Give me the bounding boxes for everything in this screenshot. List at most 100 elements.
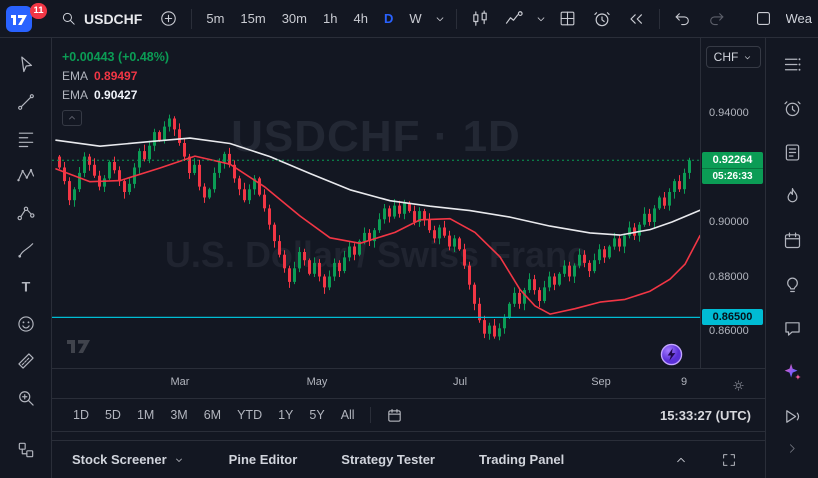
gear-icon [732, 379, 744, 391]
tab-label: Pine Editor [228, 452, 298, 467]
tab-pine-editor[interactable]: Pine Editor [229, 452, 298, 467]
last-price-value: 0.92264 [712, 154, 753, 166]
fib-lines-icon [18, 132, 33, 147]
layout-grid-button[interactable] [552, 4, 584, 34]
open-panel-chevron-button[interactable] [665, 445, 697, 475]
symbol-search-button[interactable]: USDCHF [52, 6, 150, 31]
price-tick-label: 0.88000 [709, 271, 749, 283]
ema-indicator-row[interactable]: EMA 0.90427 [62, 88, 169, 102]
lightning-boost-icon [660, 343, 683, 366]
ai-assistant-button[interactable] [772, 352, 812, 392]
currency-selector[interactable]: CHF [706, 46, 761, 68]
timeframe-4h[interactable]: 4h [346, 7, 374, 30]
indicator-templates-chevron[interactable] [532, 4, 550, 34]
indicators-button[interactable] [498, 4, 530, 34]
bar-replay-button[interactable] [620, 4, 652, 34]
tab-trading-panel[interactable]: Trading Panel [479, 452, 564, 467]
timeframe-5m[interactable]: 5m [199, 7, 231, 30]
measure-tool-button[interactable] [7, 342, 45, 379]
layout-name[interactable]: Wea [785, 11, 813, 26]
tab-stock-screener[interactable]: Stock Screener [72, 452, 185, 467]
ema-label: EMA [62, 88, 89, 102]
maximize-corners-icon [723, 453, 735, 466]
timeframe-30m[interactable]: 30m [275, 7, 314, 30]
tab-strategy-tester[interactable]: Strategy Tester [341, 452, 435, 467]
text-tool-button[interactable]: T [7, 268, 45, 305]
timeframe-1D[interactable]: D [377, 7, 400, 30]
timeframe-menu-chevron[interactable] [431, 4, 449, 34]
cursor-tool-button[interactable] [7, 46, 45, 83]
boost-button[interactable] [660, 343, 683, 366]
compare-add-symbol-button[interactable] [152, 4, 184, 34]
goto-date-button[interactable] [379, 400, 411, 430]
candlestick-chart[interactable] [52, 38, 700, 368]
range-YTD[interactable]: YTD [230, 405, 269, 425]
bottom-panel-tabs: Stock Screener Pine Editor Strategy Test… [52, 440, 765, 478]
alerts-button[interactable] [772, 88, 812, 128]
undo-button[interactable] [667, 4, 699, 34]
ideas-bulb-button[interactable] [772, 264, 812, 304]
price-scale[interactable]: CHF 0.94000 0.90000 0.88000 0.86000 0.92… [700, 38, 765, 368]
watchlist-button[interactable] [772, 44, 812, 84]
range-5Y[interactable]: 5Y [302, 405, 331, 425]
cursor-arrow-icon [20, 55, 32, 72]
ema-indicator-row[interactable]: EMA 0.89497 [62, 69, 169, 83]
tradingview-watermark-logo[interactable] [66, 337, 96, 358]
redo-button[interactable] [701, 4, 733, 34]
search-icon [62, 12, 75, 25]
main-menu[interactable]: 11 [6, 2, 50, 36]
streams-button[interactable] [772, 396, 812, 436]
object-tree-button[interactable] [7, 431, 45, 468]
brush-tool-button[interactable] [7, 231, 45, 268]
chevron-down-icon [436, 16, 443, 21]
redo-arrow-icon [710, 13, 724, 26]
last-price-badge: 0.92264 05:26:33 [702, 152, 763, 184]
xabcd-pattern-tool-button[interactable] [7, 157, 45, 194]
save-layout-button[interactable] [748, 4, 780, 34]
alarm-clock-icon [783, 100, 801, 116]
range-5D[interactable]: 5D [98, 405, 128, 425]
ideas-button[interactable] [772, 132, 812, 172]
text-icon: T [21, 279, 30, 295]
range-All[interactable]: All [334, 405, 362, 425]
utc-clock[interactable]: 15:33:27 (UTC) [659, 407, 751, 423]
range-1Y[interactable]: 1Y [271, 405, 300, 425]
watchlist-icon [784, 57, 800, 71]
chart-settings-gear[interactable] [727, 374, 749, 396]
sidebar-collapse-button[interactable] [785, 441, 800, 456]
chart-style-button[interactable] [464, 4, 496, 34]
create-alert-button[interactable] [586, 4, 618, 34]
legend-collapse-button[interactable] [62, 110, 82, 126]
timeframe-15m[interactable]: 15m [233, 7, 272, 30]
notification-badge[interactable]: 11 [30, 2, 47, 19]
price-tick-label: 0.86000 [709, 325, 749, 337]
timeframe-1h[interactable]: 1h [316, 7, 344, 30]
ai-sparkle-icon [784, 363, 801, 380]
timeframe-1W[interactable]: W [402, 7, 428, 30]
tab-label: Trading Panel [478, 452, 565, 467]
play-broadcast-icon [785, 409, 799, 423]
prediction-tool-button[interactable] [7, 194, 45, 231]
chart-area[interactable]: USDCHF · 1D U.S. Dollar / Swiss Franc +0… [52, 38, 700, 368]
maximize-panel-button[interactable] [713, 445, 745, 475]
range-3M[interactable]: 3M [163, 405, 194, 425]
emoji-tool-button[interactable] [7, 305, 45, 342]
chat-button[interactable] [772, 308, 812, 348]
time-axis[interactable]: Mar May Jul Sep 9 [52, 368, 765, 398]
price-tick-label: 0.90000 [709, 216, 749, 228]
fib-retracement-tool-button[interactable] [7, 120, 45, 157]
trend-line-tool-button[interactable] [7, 83, 45, 120]
notes-list-icon [785, 143, 799, 161]
magnifier-zoom-icon [18, 390, 34, 406]
hotlists-button[interactable] [772, 176, 812, 216]
trend-line-icon [17, 93, 34, 110]
range-1D[interactable]: 1D [66, 405, 96, 425]
toolbar-separator [658, 8, 660, 29]
grid-layout-icon [560, 11, 575, 26]
zoom-tool-button[interactable] [7, 379, 45, 416]
chevron-up-icon [677, 457, 685, 462]
calendar-button[interactable] [772, 220, 812, 260]
range-1M[interactable]: 1M [130, 405, 161, 425]
range-6M[interactable]: 6M [197, 405, 228, 425]
